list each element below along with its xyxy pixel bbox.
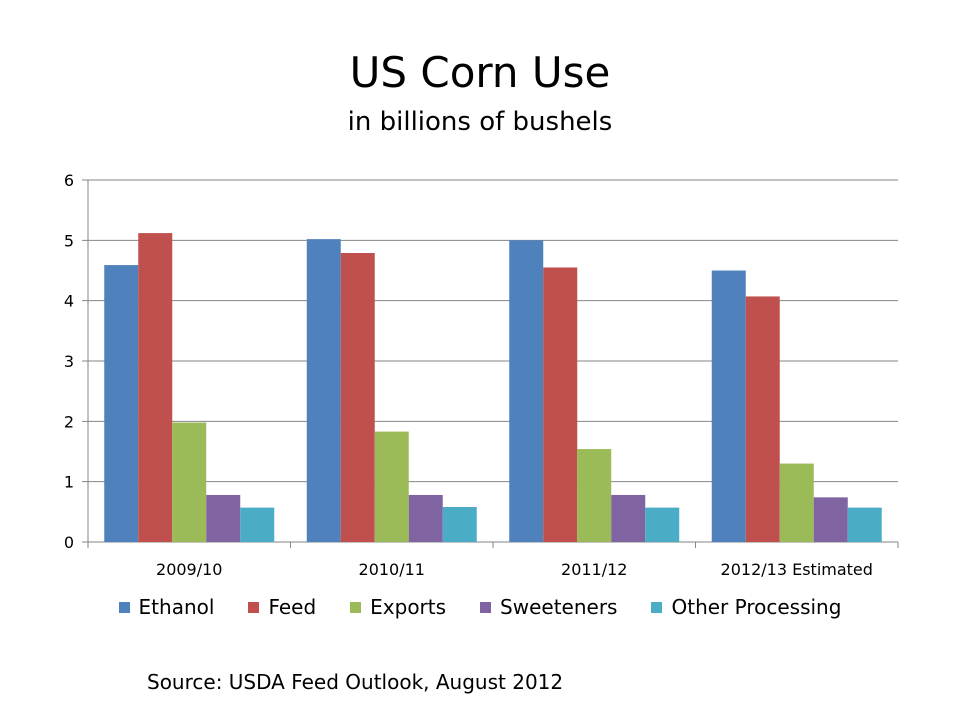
source-note: Source: USDA Feed Outlook, August 2012 [147,670,564,694]
bar-other-processing [847,507,882,542]
bar-other-processing [645,507,680,542]
y-tick-label: 0 [64,533,74,552]
bar-other-processing [240,507,275,542]
legend-label: Other Processing [671,595,842,619]
bar-ethanol [711,270,746,542]
legend-label: Exports [370,595,447,619]
chart-title: US Corn Use [349,48,611,97]
x-tick-label: 2011/12 [561,560,627,579]
bar-ethanol [306,239,341,543]
bar-feed [543,267,578,542]
y-tick-label: 2 [64,412,74,431]
bar-chart: 0 1 2 3 4 5 6 2009/10 2010/11 2011/12 2012/13 Esti… [64,171,899,579]
legend-label: Ethanol [138,595,215,619]
bar-ethanol [509,240,544,543]
bar-other-processing [442,507,477,542]
chart-legend: Ethanol Feed Exports Sweeteners Other Proces… [0,595,960,619]
x-tick-label: 2012/13 Estimated [721,560,873,579]
legend-swatch [350,601,362,613]
bar-exports [577,449,612,542]
bar-ethanol [104,265,139,542]
legend-label: Sweeteners [500,595,618,619]
x-tick-label: 2010/11 [359,560,425,579]
y-tick-label: 5 [64,231,74,250]
bar-sweeteners [813,497,848,542]
legend-swatch [480,601,492,613]
y-tick-label: 1 [64,473,74,492]
legend-item: Sweeteners [480,595,617,619]
legend-swatch [248,601,260,613]
chart-subtitle: in billions of bushels [347,107,613,137]
legend-item: Feed [248,595,316,619]
bar-exports [172,422,207,542]
bar-exports [779,463,814,542]
bar-sweeteners [408,494,443,542]
y-tick-label: 4 [64,292,74,311]
bar-feed [138,233,173,543]
legend-item: Other Processing [651,595,841,619]
legend-item: Exports [350,595,446,619]
legend-item: Ethanol [118,595,215,619]
bar-feed [340,253,375,542]
bar-sweeteners [611,494,646,542]
legend-label: Feed [268,595,317,619]
y-tick-label: 6 [64,171,74,190]
bar-sweeteners [206,494,241,542]
legend-swatch [118,601,130,613]
legend-swatch [651,601,663,613]
bar-feed [745,296,780,542]
bar-exports [374,431,409,542]
x-tick-label: 2009/10 [156,560,222,579]
y-tick-label: 3 [64,352,74,371]
